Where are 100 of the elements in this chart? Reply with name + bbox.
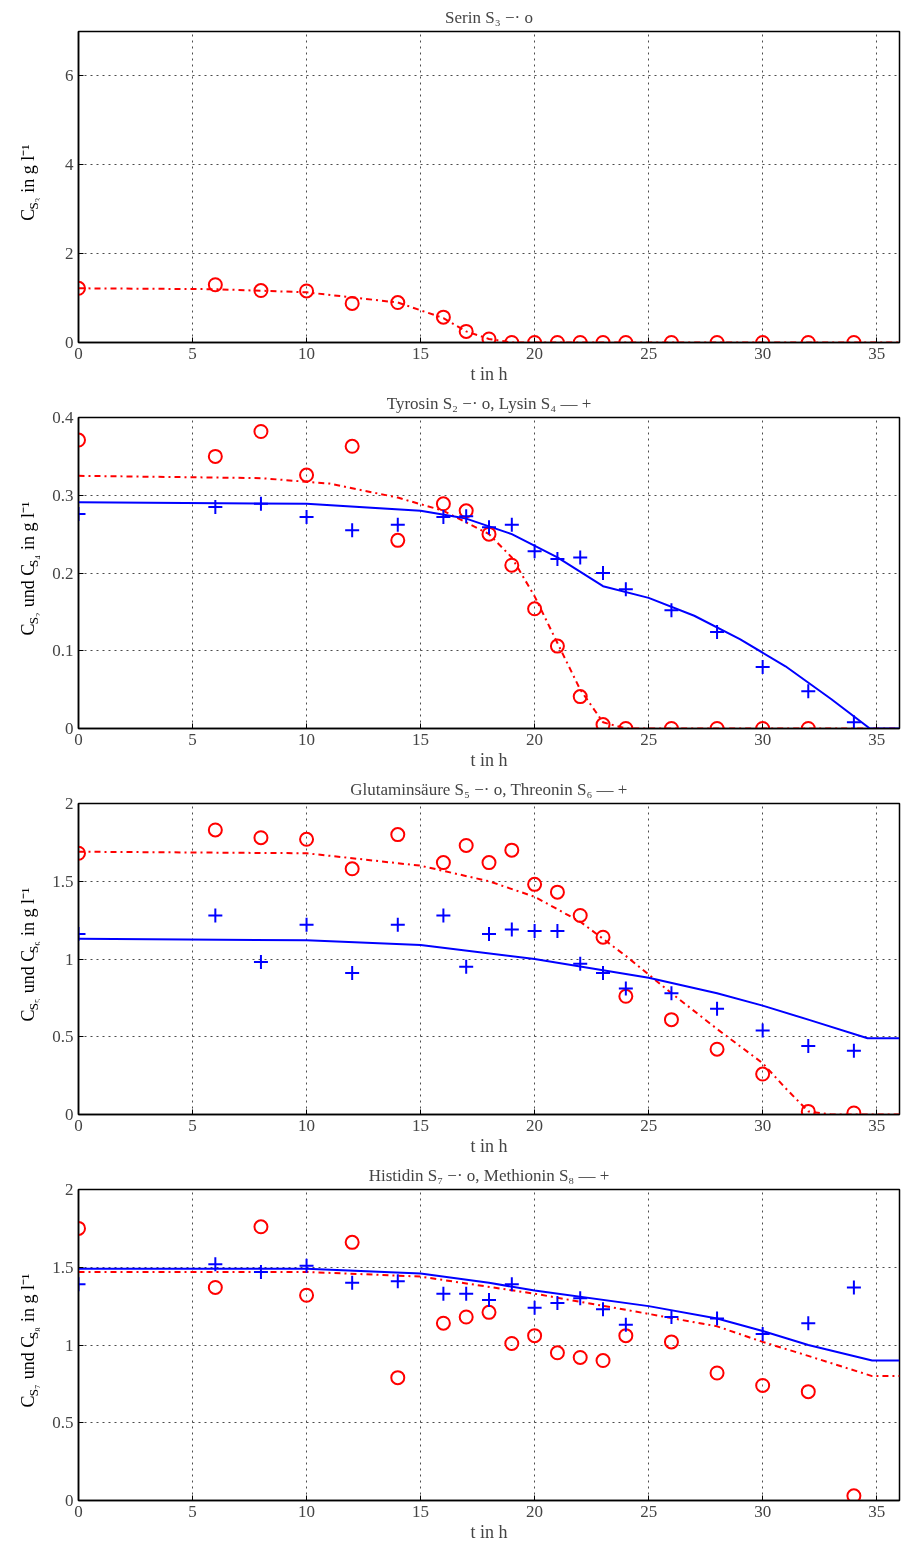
point: [344, 861, 360, 877]
point: [435, 855, 451, 871]
point: [526, 543, 543, 560]
point: [572, 549, 589, 566]
point: [663, 985, 680, 1002]
point: [390, 1370, 406, 1386]
point: [253, 424, 269, 439]
point: [389, 916, 406, 933]
point: [481, 926, 497, 943]
point: [754, 1326, 771, 1343]
point: [504, 557, 520, 573]
point: [435, 496, 451, 512]
point: [207, 822, 223, 838]
y-tick-label: 4: [65, 155, 74, 175]
y-tick-label: 1.5: [52, 1257, 74, 1277]
point: [845, 1279, 862, 1296]
point: [390, 532, 406, 548]
point: [527, 601, 543, 617]
point: [618, 988, 634, 1004]
point: [207, 448, 223, 464]
x-tick-label: 5: [188, 343, 197, 363]
point: [207, 498, 224, 515]
point: [527, 876, 543, 892]
y-tick-label: 2: [65, 244, 74, 264]
point: [252, 1263, 269, 1280]
point: [618, 1328, 634, 1344]
point: [207, 1279, 223, 1295]
point: [481, 1291, 497, 1308]
x-tick-label: 5: [188, 1115, 197, 1135]
x-tick-label: 30: [754, 343, 772, 363]
point: [845, 714, 862, 729]
x-axis-title: t in h: [470, 1521, 508, 1542]
point: [595, 717, 611, 729]
point: [663, 602, 680, 619]
x-tick-label: 35: [868, 1501, 886, 1521]
point: [344, 438, 360, 454]
point: [754, 1022, 771, 1039]
point: [617, 1316, 634, 1333]
point: [252, 495, 269, 512]
point: [481, 855, 497, 871]
point: [435, 1285, 452, 1302]
point: [663, 1012, 679, 1028]
point: [572, 1349, 588, 1365]
y-tick-label: 0.1: [52, 641, 74, 661]
point: [526, 1299, 543, 1316]
point: [458, 508, 475, 525]
point: [755, 1066, 771, 1082]
x-tick-label: 20: [526, 343, 544, 363]
point: [389, 516, 406, 533]
point: [389, 1273, 406, 1290]
point: [527, 1328, 543, 1344]
point: [253, 1219, 269, 1235]
y-tick-label: 1: [65, 949, 74, 969]
point: [435, 509, 452, 526]
x-tick-label: 10: [298, 1115, 316, 1135]
point: [503, 1276, 520, 1293]
point: [663, 1309, 680, 1326]
y-tick-label: 1.5: [52, 871, 74, 891]
x-tick-label: 10: [298, 1501, 316, 1521]
y-tick-label: 0.5: [52, 1027, 74, 1047]
x-tick-label: 5: [188, 729, 197, 749]
point: [846, 1488, 862, 1501]
x-tick-label: 15: [412, 729, 430, 749]
x-tick-label: 20: [526, 1115, 544, 1135]
point: [458, 1309, 474, 1325]
x-tick-label: 35: [868, 729, 886, 749]
point: [252, 954, 269, 971]
x-tick-label: 5: [188, 1501, 197, 1521]
y-axis-title: CS₃ in g l⁻¹: [17, 144, 41, 221]
point: [754, 659, 771, 676]
x-tick-label: 25: [640, 343, 658, 363]
x-axis-title: t in h: [470, 749, 508, 770]
point: [298, 1257, 315, 1274]
point: [663, 1334, 679, 1350]
point: [709, 624, 726, 641]
y-tick-label: 2: [65, 1180, 74, 1199]
point: [755, 1377, 771, 1393]
x-axis-title: t in h: [470, 1135, 508, 1156]
point: [595, 565, 612, 581]
chart-title: Histidin S₇ −· o, Methionin S₈ — +: [368, 1165, 610, 1185]
point: [549, 551, 566, 568]
point: [549, 1295, 566, 1312]
point: [481, 526, 497, 542]
y-tick-label: 2: [65, 794, 74, 813]
point: [504, 1335, 520, 1351]
point: [299, 467, 315, 483]
point: [298, 509, 315, 526]
x-tick-label: 15: [412, 343, 430, 363]
y-tick-label: 0.3: [52, 485, 74, 505]
x-tick-label: 15: [412, 1501, 430, 1521]
line-series: [78, 1270, 900, 1378]
point: [709, 1310, 726, 1327]
point: [572, 907, 588, 923]
point: [595, 1301, 612, 1318]
point: [481, 1304, 497, 1320]
point: [595, 1353, 611, 1369]
point: [481, 519, 497, 536]
point: [800, 1315, 817, 1332]
x-tick-label: 10: [298, 343, 316, 363]
point: [344, 1234, 360, 1250]
